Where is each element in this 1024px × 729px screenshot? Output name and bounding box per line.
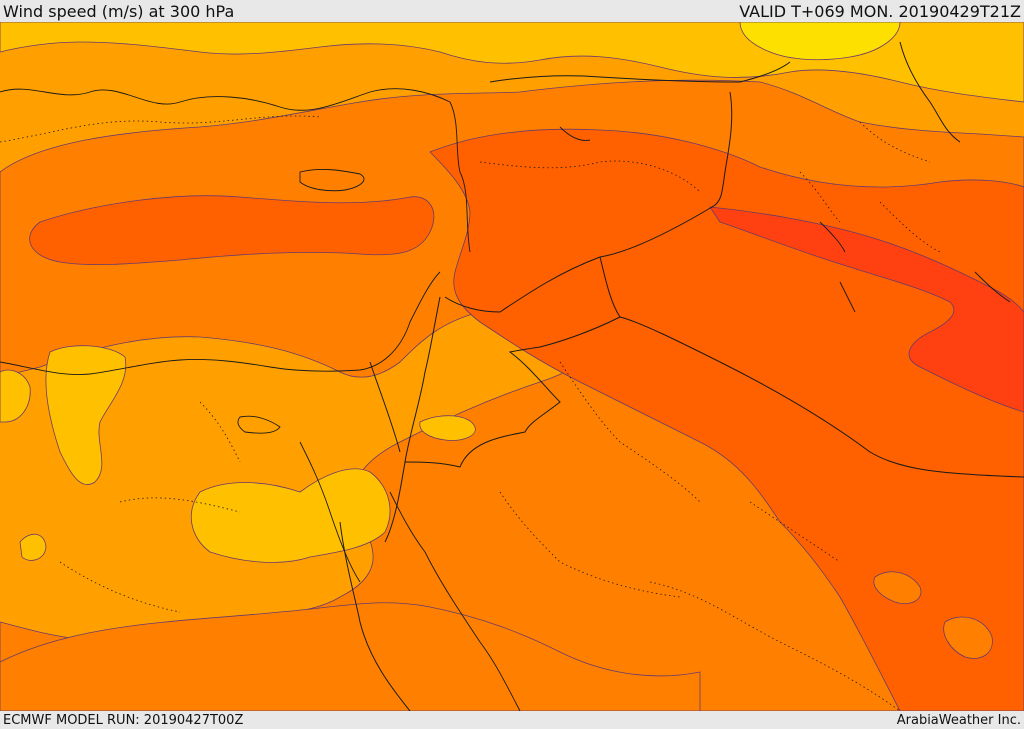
map-title: Wind speed (m/s) at 300 hPa [3, 1, 235, 21]
footer-bar: ECMWF MODEL RUN: 20190427T00Z ArabiaWeat… [0, 711, 1024, 729]
valid-time: VALID T+069 MON. 20190429T21Z [739, 1, 1021, 21]
model-run: ECMWF MODEL RUN: 20190427T00Z [3, 712, 244, 728]
band-20-30-east-spot [0, 369, 31, 423]
province-lines [0, 115, 941, 711]
band-20-30-west [45, 345, 127, 485]
coastlines [0, 88, 1011, 711]
country-borders [339, 41, 1024, 711]
band-10-20-north [739, 22, 901, 61]
band-20-30-blob-sw [19, 533, 47, 561]
band-60-70-jet-core [709, 206, 1024, 413]
band-20-30-iraq [419, 415, 476, 441]
band-20-30-sinai [191, 468, 391, 563]
band-50-60-west-jet [29, 195, 435, 266]
band-40-50-south [0, 602, 701, 711]
map-panel[interactable] [0, 22, 1024, 711]
header-bar: Wind speed (m/s) at 300 hPa VALID T+069 … [0, 0, 1024, 22]
wind-speed-map[interactable] [0, 22, 1024, 711]
band-40-50-blob-south [943, 616, 993, 659]
band-40-50-blob-south2 [873, 571, 922, 604]
credit: ArabiaWeather Inc. [896, 712, 1021, 728]
